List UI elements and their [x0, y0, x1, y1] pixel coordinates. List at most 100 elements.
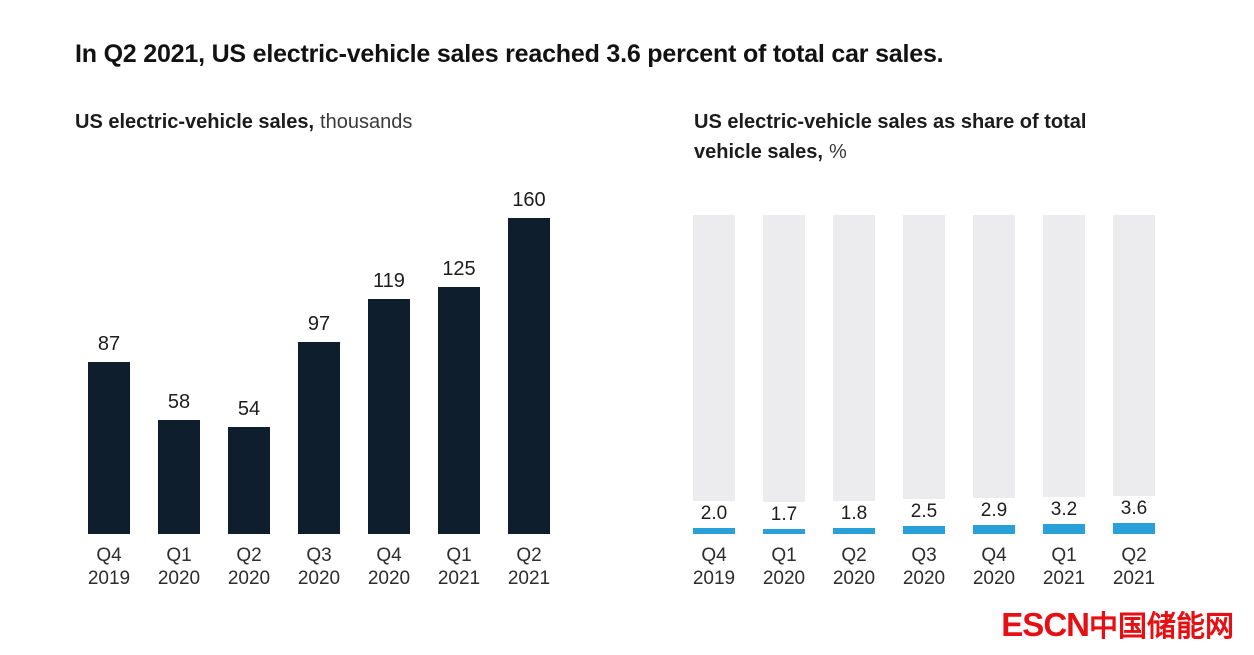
ev-sales-column: 58 [158, 390, 200, 534]
bar-value-label: 160 [512, 189, 546, 211]
ev-share-category-line: 2020 [902, 568, 946, 589]
share-value-label: 2.5 [899, 499, 949, 526]
ev-sales-category-label: Q2 2021 [508, 544, 550, 590]
share-value-label: 1.8 [829, 501, 879, 529]
ev-sales-category-label: Q3 2020 [298, 544, 340, 590]
right-chart-subtitle-bold-line2: vehicle sales, [694, 141, 823, 163]
ev-sales-category-line: 2020 [227, 568, 271, 589]
ev-share-category-label: Q2 2021 [1113, 544, 1155, 590]
share-value-label: 3.6 [1109, 495, 1159, 523]
bar-value-label: 119 [373, 270, 405, 292]
bar-value-label: 125 [442, 258, 476, 281]
ev-share-background-bar: 2.0 [689, 215, 739, 534]
ev-share-bar [693, 527, 735, 534]
ev-sales-category-line: Q4 [376, 545, 402, 566]
ev-share-category-label: Q4 2020 [973, 544, 1015, 590]
ev-sales-bar [508, 218, 550, 534]
ev-share-background-bar: 1.7 [759, 215, 809, 534]
ev-sales-category-line: 2021 [437, 568, 481, 589]
ev-sales-category-line: Q3 [306, 545, 332, 566]
ev-share-category-line: Q2 [1121, 545, 1147, 566]
ev-sales-category-line: 2019 [87, 568, 131, 589]
ev-sales-category-line: Q1 [446, 545, 472, 566]
ev-share-category-line: 2020 [762, 568, 806, 589]
left-chart-subtitle-bold: US electric-vehicle sales, [75, 111, 315, 133]
right-chart-subtitle-bold-line1: US electric-vehicle sales as share of to… [694, 111, 1087, 133]
ev-sales-category-line: 2020 [157, 568, 201, 589]
ev-share-category-line: 2021 [1112, 568, 1156, 589]
ev-sales-category-line: Q1 [166, 545, 192, 566]
share-value-label: 1.7 [759, 501, 809, 529]
ev-sales-column: 87 [88, 333, 130, 534]
ev-sales-category-line: Q4 [96, 545, 122, 566]
ev-share-background-bar: 3.6 [1109, 215, 1159, 534]
ev-share-category-label: Q1 2020 [763, 544, 805, 590]
ev-share-background-bar: 2.5 [899, 215, 949, 534]
ev-sales-category-label: Q4 2020 [368, 544, 410, 590]
ev-sales-column: 119 [368, 270, 410, 534]
ev-share-category-label: Q2 2020 [833, 544, 875, 590]
ev-share-category-line: 2020 [972, 568, 1016, 589]
share-value-label: 2.9 [969, 497, 1019, 525]
ev-sales-bar [88, 362, 130, 534]
ev-sales-category-label: Q2 2020 [228, 544, 270, 590]
ev-share-category-line: Q1 [771, 545, 797, 566]
left-chart-subtitle: US electric-vehicle sales, thousands [75, 107, 412, 137]
ev-share-category-line: Q4 [981, 545, 1007, 566]
ev-sales-category-line: 2020 [297, 568, 341, 589]
ev-share-bar [1043, 523, 1085, 534]
right-chart-subtitle-unit: % [828, 141, 847, 163]
ev-share-category-line: 2021 [1042, 568, 1086, 589]
ev-share-background-bar: 1.8 [829, 215, 879, 534]
ev-sales-bars: 87 58 54 97 119 125 160 [88, 188, 550, 534]
left-chart-subtitle-unit: thousands [320, 111, 413, 133]
ev-share-category-line: Q4 [701, 545, 727, 566]
ev-sales-column: 54 [228, 398, 270, 534]
ev-sales-category-line: 2020 [367, 568, 411, 589]
ev-sales-category-axis: Q4 2019 Q1 2020 Q2 2020 Q3 2020 Q4 2020 Q1 2021 Q2 20… [88, 544, 550, 590]
bar-value-label: 87 [97, 333, 121, 356]
escn-watermark-chinese: 中国储能网 [1088, 611, 1234, 643]
ev-share-category-line: Q1 [1051, 545, 1077, 566]
ev-sales-chart: 87 58 54 97 119 125 160 Q4 2019 Q1 2020 Q2 2020 Q3 20… [88, 188, 550, 590]
ev-sales-category-label: Q1 2021 [438, 544, 480, 590]
ev-sales-bar [158, 419, 200, 534]
right-chart-subtitle: US electric-vehicle sales as share of to… [694, 107, 1174, 167]
ev-share-category-label: Q3 2020 [903, 544, 945, 590]
ev-sales-bar [228, 427, 270, 534]
ev-share-background-bar: 3.2 [1039, 215, 1089, 534]
ev-sales-column: 160 [508, 189, 550, 534]
ev-share-bar [903, 526, 945, 534]
ev-sales-column: 97 [298, 313, 340, 534]
ev-share-chart: 2.0 1.7 1.8 2.5 2.9 3.2 3.6 Q4 2019 Q1 2020 Q2 2020… [689, 215, 1159, 590]
ev-sales-category-label: Q1 2020 [158, 544, 200, 590]
ev-sales-column: 125 [438, 258, 480, 534]
page-title: In Q2 2021, US electric-vehicle sales re… [75, 40, 944, 68]
share-value-label: 2.0 [689, 500, 739, 528]
escn-watermark-logo: ESCN中国储能网 [1001, 603, 1234, 645]
ev-sales-bar [298, 342, 340, 534]
ev-sales-category-line: Q2 [236, 545, 262, 566]
ev-share-category-label: Q4 2019 [693, 544, 735, 590]
ev-share-category-label: Q1 2021 [1043, 544, 1085, 590]
ev-sales-bar [438, 287, 480, 534]
ev-share-bar [973, 524, 1015, 534]
ev-share-bars: 2.0 1.7 1.8 2.5 2.9 3.2 3.6 [689, 215, 1159, 534]
ev-share-category-line: Q3 [911, 545, 937, 566]
bar-value-label: 54 [237, 398, 261, 421]
bar-value-label: 97 [307, 313, 331, 336]
ev-sales-category-label: Q4 2019 [88, 544, 130, 590]
bar-value-label: 58 [167, 390, 191, 413]
ev-share-bar [1113, 522, 1155, 534]
escn-watermark-latin: ESCN [1001, 606, 1090, 643]
ev-sales-bar [368, 299, 410, 534]
ev-sales-category-line: Q2 [516, 545, 542, 566]
ev-share-bar [833, 528, 875, 534]
ev-share-background-bar: 2.9 [969, 215, 1019, 534]
ev-share-category-axis: Q4 2019 Q1 2020 Q2 2020 Q3 2020 Q4 2020 Q1 2021 Q2 20… [693, 544, 1155, 590]
ev-share-category-line: 2020 [832, 568, 876, 589]
ev-share-bar [763, 528, 805, 534]
share-value-label: 3.2 [1039, 496, 1089, 524]
ev-share-category-line: 2019 [692, 568, 736, 589]
